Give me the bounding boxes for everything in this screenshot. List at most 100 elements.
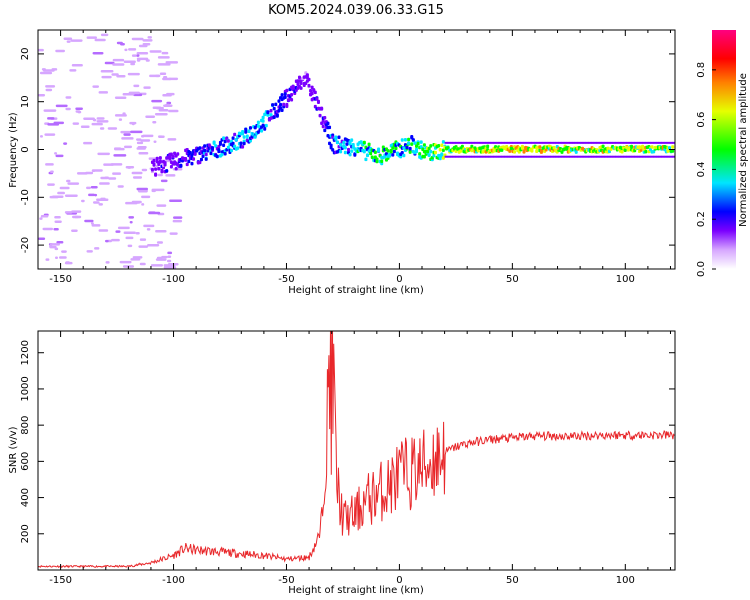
spectrogram-cell: [169, 164, 173, 169]
spectrogram-cell: [71, 64, 83, 67]
spectrogram-cell: [283, 95, 287, 99]
spectrogram-cell: [174, 166, 178, 171]
spectrogram-cell: [373, 150, 377, 155]
spectrogram-cell: [120, 130, 131, 134]
spectrogram-cell: [157, 56, 170, 59]
spectrogram-cell: [154, 112, 168, 116]
spectrogram-cell: [601, 141, 605, 144]
spectrogram-cell: [128, 216, 135, 219]
spectrogram-cell: [223, 152, 227, 156]
colorbar-tick-label: 0.0: [696, 261, 707, 277]
spectrogram-cell: [142, 134, 154, 138]
spectrogram-cell: [187, 159, 191, 164]
spectrogram-cell: [403, 137, 407, 142]
spectrogram-cell: [38, 93, 46, 97]
spectrogram-cell: [96, 120, 109, 123]
spectrogram-cell: [220, 152, 224, 157]
spectrogram-cell: [65, 261, 70, 264]
spectrogram-cell: [321, 124, 325, 129]
spectrogram-cell: [179, 163, 183, 168]
spectrogram-cell: [547, 141, 551, 144]
spectrogram-marks: [38, 33, 675, 269]
spectrogram-cell: [65, 96, 72, 99]
spectrogram-cell: [607, 155, 611, 158]
spectrogram-cell: [100, 33, 109, 37]
spectrogram-cell: [500, 148, 504, 152]
spectrogram-cell: [672, 141, 675, 144]
spectrogram-cell: [607, 141, 611, 144]
spectrogram-cell: [127, 72, 140, 76]
spectrogram-cell: [139, 238, 147, 241]
spectrogram-cell: [620, 150, 624, 154]
spectrogram-cell: [326, 121, 330, 126]
y-tick-label: 800: [20, 416, 31, 435]
spectrogram-cell: [280, 93, 284, 97]
spectrogram-cell: [266, 110, 270, 114]
spectrogram-cell: [405, 145, 409, 150]
spectrogram-cell: [239, 141, 243, 146]
spectrogram-cell: [136, 141, 144, 145]
spectrogram-cell: [98, 229, 109, 232]
spectrogram-cell: [204, 157, 208, 161]
spectrogram-cell: [429, 149, 433, 154]
spectrogram-cell: [108, 177, 117, 180]
spectrogram-cell: [641, 144, 645, 149]
spectrogram-cell: [141, 168, 148, 172]
spectrogram-cell: [141, 195, 151, 199]
spectrogram-cell: [233, 144, 237, 149]
spectrogram-cell: [504, 155, 508, 158]
spectrogram-cell: [432, 153, 436, 158]
x-tick-label: -150: [49, 575, 72, 586]
spectrogram-cell: [143, 86, 151, 89]
spectrogram-cell: [450, 141, 454, 144]
spectrogram-cell: [116, 41, 123, 45]
spectrogram-cell: [161, 51, 169, 55]
spectrogram-cell: [563, 155, 567, 158]
spectrogram-cell: [623, 141, 627, 144]
spectrogram-cell: [165, 169, 169, 173]
spectrogram-cell: [672, 155, 675, 158]
spectrogram-cell: [485, 155, 489, 158]
spectrogram-cell: [437, 143, 441, 148]
spectrogram-cell: [652, 149, 656, 154]
spectrogram-cell: [137, 190, 148, 193]
spectrogram-cell: [154, 167, 158, 171]
spectrogram-cell: [83, 117, 95, 120]
spectrogram-cell: [318, 113, 322, 118]
x-tick-label: 100: [616, 274, 635, 285]
spectrogram-cell: [468, 141, 472, 144]
spectrogram-cell: [204, 152, 208, 157]
spectrogram-cell: [479, 141, 483, 144]
spectrogram-cell: [422, 143, 426, 147]
spectrogram-cell: [123, 60, 136, 64]
spectrogram-cell: [86, 36, 97, 39]
spectrogram-cell: [63, 37, 73, 40]
spectrogram-cell: [498, 155, 502, 158]
spectrogram-cell: [626, 155, 630, 158]
spectrogram-cell: [272, 106, 276, 111]
spectrogram-cell: [550, 141, 554, 144]
spectrogram-cell: [151, 99, 163, 103]
spectrogram-cell: [415, 149, 419, 154]
spectrogram-cell: [244, 127, 248, 132]
spectrogram-cell: [309, 89, 313, 93]
spectrogram-cell: [163, 266, 177, 269]
spectrogram-cell: [169, 232, 178, 235]
spectrogram-cell: [553, 155, 557, 158]
spectrogram-cell: [76, 172, 88, 175]
spectrogram-cell: [94, 38, 106, 42]
spectrogram-cell: [642, 155, 646, 158]
spectrogram-cell: [458, 155, 462, 158]
spectrogram-cell: [440, 152, 444, 156]
spectrogram-cell: [130, 258, 141, 261]
spectrogram-cell: [323, 128, 327, 133]
spectrogram-cell: [115, 230, 121, 233]
spectrogram-cell: [438, 148, 442, 152]
spectrogram-cell: [493, 155, 497, 158]
spectrogram-cell: [490, 155, 494, 158]
spectrogram-cell: [408, 146, 412, 151]
spectrogram-cell: [226, 139, 230, 143]
spectrogram-cell: [90, 222, 94, 225]
spectrogram-cell: [615, 155, 619, 158]
spectrogram-cell: [153, 140, 157, 143]
